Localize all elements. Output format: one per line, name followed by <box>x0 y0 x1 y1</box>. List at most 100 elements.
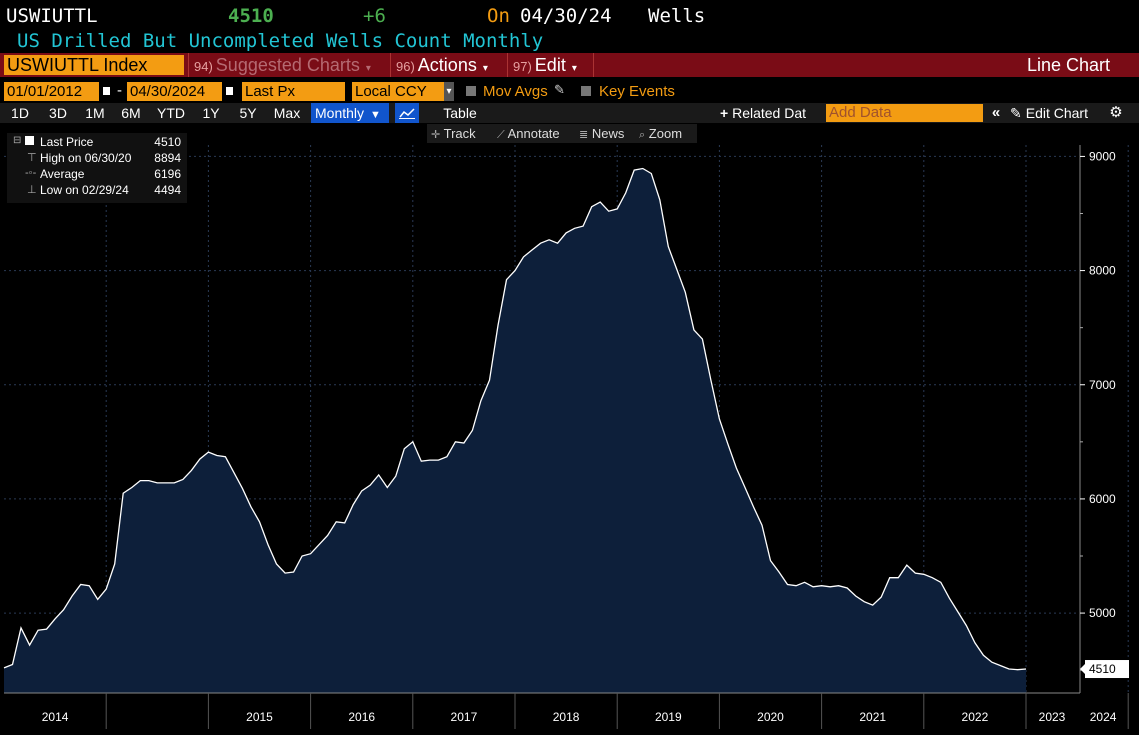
mov-avgs-label[interactable]: Mov Avgs <box>483 83 548 100</box>
high-marker-icon: ⊤ <box>27 152 37 164</box>
period-3d[interactable]: 3D <box>49 105 67 121</box>
legend-last-price-label: Last Price <box>40 135 94 149</box>
last-value-box <box>1085 660 1129 679</box>
annotate-button[interactable]: ⟋ Annotate <box>497 124 560 143</box>
x-tick-label: 2018 <box>553 710 580 724</box>
security-header: USWIUTTL 4510 +6 On 04/30/24 Wells <box>0 0 1139 30</box>
track-button[interactable]: ✛ Track <box>431 124 476 143</box>
news-button[interactable]: ≣ News <box>579 124 624 143</box>
edit-label: Edit <box>534 55 566 75</box>
frequency-label: Monthly <box>315 105 365 121</box>
zoom-button[interactable]: ⌕ Zoom <box>639 124 682 143</box>
last-value-label: 4510 <box>1089 662 1116 676</box>
y-tick-label: 8000 <box>1089 264 1116 278</box>
x-tick-label: 2020 <box>757 710 784 724</box>
edit-button[interactable]: 97) Edit ▾ <box>513 55 577 75</box>
series-line <box>3 167 1027 671</box>
collapse-icon[interactable]: ⊟ <box>13 135 22 146</box>
low-marker-icon: ⊥ <box>27 184 37 196</box>
x-tick-label: 2024 <box>1090 710 1117 724</box>
gear-icon[interactable]: ⚙ <box>1109 104 1123 121</box>
annotate-icon: ⟋ <box>497 129 505 141</box>
actions-button[interactable]: 96) Actions ▾ <box>396 55 488 75</box>
change-value: +6 <box>363 5 386 27</box>
add-data-input[interactable]: Add Data <box>826 104 983 122</box>
period-max[interactable]: Max <box>273 105 301 121</box>
track-label: Track <box>443 126 476 141</box>
chart-toolbar: ✛ Track ⟋ Annotate ≣ News ⌕ Zoom <box>427 124 697 143</box>
frequency-select[interactable]: Monthly ▼ <box>311 103 389 123</box>
end-date-input[interactable]: 04/30/2024 <box>127 82 222 101</box>
x-axis: 2014 2015 2016 2017 2018 2019 2020 2021 2022 2023… <box>4 692 1129 729</box>
plus-icon: + <box>720 105 729 121</box>
double-chevron-left-icon[interactable]: « <box>991 104 1001 121</box>
key-events-checkbox[interactable] <box>581 86 591 96</box>
ticker-symbol: USWIUTTL <box>6 5 98 27</box>
caret-down-icon: ▼ <box>370 109 381 121</box>
last-value-pointer <box>1080 663 1086 676</box>
legend-high-label: High on 06/30/20 <box>40 151 132 165</box>
caret-down-icon: ▾ <box>571 63 577 74</box>
as-of-date: 04/30/24 <box>520 5 612 27</box>
x-tick-label: 2021 <box>859 710 886 724</box>
y-tick-label: 9000 <box>1089 149 1116 163</box>
x-tick-label: 2023 <box>1039 710 1066 724</box>
y-tick-label: 5000 <box>1089 606 1116 620</box>
legend-low-label: Low on 02/29/24 <box>40 183 129 197</box>
field-select[interactable]: Last Px <box>242 82 345 101</box>
related-data-label: Related Dat <box>732 105 807 121</box>
pencil-icon: ✎ <box>1010 105 1022 121</box>
series-area <box>4 168 1026 693</box>
command-bar: USWIUTTL Index 94) Suggested Charts ▾ 96) A… <box>0 53 1139 77</box>
related-data-button[interactable]: + Related Dat <box>720 103 822 123</box>
legend-low-value: 4494 <box>154 183 181 197</box>
x-tick-label: 2014 <box>42 710 69 724</box>
last-value-marker: 4510 <box>1080 660 1129 679</box>
edit-chart-label: Edit Chart <box>1025 105 1088 121</box>
y-tick-label: 7000 <box>1089 378 1116 392</box>
currency-select[interactable]: Local CCY <box>352 82 444 101</box>
caret-down-icon: ▾ <box>482 63 488 74</box>
suggested-charts-button[interactable]: 94) Suggested Charts ▾ <box>194 55 371 75</box>
legend-average-value: 6196 <box>154 167 181 181</box>
magnifier-icon: ⌕ <box>639 129 646 141</box>
legend-panel: ⊟ Last Price 4510 ⊤ High on 06/30/20 889… <box>7 133 187 203</box>
mov-avgs-checkbox[interactable] <box>466 86 476 96</box>
line-chart[interactable]: 5000 6000 7000 8000 9000 2014 2015 2016 2017 201… <box>0 145 1139 735</box>
security-input[interactable]: USWIUTTL Index <box>4 55 184 75</box>
pencil-icon[interactable]: ✎ <box>554 82 565 97</box>
x-tick-label: 2016 <box>348 710 375 724</box>
suggested-charts-label: Suggested Charts <box>215 55 360 75</box>
security-description: US Drilled But Uncompleted Wells Count M… <box>17 30 544 52</box>
period-5y[interactable]: 5Y <box>239 105 257 121</box>
legend-last-price-value: 4510 <box>154 135 181 149</box>
calendar-icon[interactable] <box>225 86 234 96</box>
period-1d[interactable]: 1D <box>11 105 29 121</box>
line-chart-icon[interactable] <box>395 103 419 123</box>
news-label: News <box>591 126 625 141</box>
period-6m[interactable]: 6M <box>121 105 141 121</box>
description-row: US Drilled But Uncompleted Wells Count M… <box>0 30 1139 52</box>
key-events-label[interactable]: Key Events <box>599 83 675 100</box>
calendar-icon[interactable] <box>102 86 111 96</box>
edit-chart-button[interactable]: ✎ Edit Chart <box>1010 103 1102 123</box>
last-value: 4510 <box>228 5 274 27</box>
chart-type-label[interactable]: Line Chart <box>1027 55 1111 75</box>
suggested-charts-number: 94) <box>194 59 213 74</box>
period-1y[interactable]: 1Y <box>202 105 220 121</box>
legend-average-label: Average <box>40 167 85 181</box>
start-date-input[interactable]: 01/01/2012 <box>4 82 99 101</box>
y-tick-label: 6000 <box>1089 492 1116 506</box>
date-range-row: 01/01/2012 - 04/30/2024 Last Px Local CC… <box>0 82 1139 102</box>
edit-number: 97) <box>513 59 532 74</box>
y-axis: 5000 6000 7000 8000 9000 <box>1079 145 1116 693</box>
caret-down-icon: ▾ <box>365 63 371 74</box>
x-tick-label: 2017 <box>451 710 478 724</box>
period-1m[interactable]: 1M <box>85 105 105 121</box>
actions-label: Actions <box>417 55 477 75</box>
table-button[interactable]: Table <box>443 105 477 121</box>
x-tick-label: 2015 <box>246 710 273 724</box>
period-ytd[interactable]: YTD <box>157 105 185 121</box>
crosshair-icon: ✛ <box>431 129 441 141</box>
chevron-down-icon[interactable]: ▾ <box>444 82 454 101</box>
